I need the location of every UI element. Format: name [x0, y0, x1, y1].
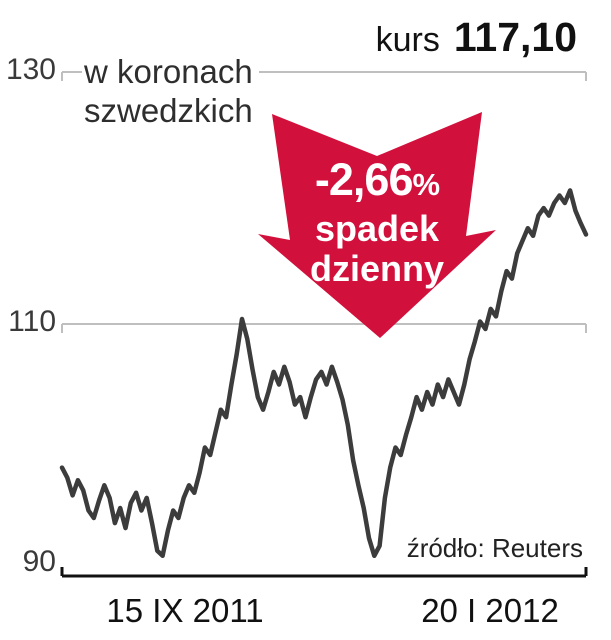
drop-annotation: -2,66% spadek dzienny — [256, 112, 498, 340]
drop-word-2: dzienny — [309, 248, 444, 289]
axis-unit-line2: szwedzkich — [84, 92, 253, 129]
drop-annotation-text: -2,66% spadek dzienny — [256, 112, 498, 340]
percent-sign: % — [412, 167, 441, 202]
axis-unit-label: w koronach szwedzkich — [82, 52, 259, 132]
price-header: kurs 117,10 — [376, 14, 577, 61]
y-axis-label-130: 130 — [5, 53, 56, 86]
drop-percent: -2,66% — [314, 154, 441, 209]
down-arrow-shape — [258, 112, 496, 338]
down-arrow-icon — [258, 112, 496, 338]
price-header-label: kurs — [375, 21, 440, 59]
x-axis-label-end: 20 I 2012 — [421, 592, 559, 629]
price-line — [59, 188, 589, 559]
drop-word-1: spadek — [314, 208, 440, 249]
drop-percent-value: -2,66 — [314, 154, 414, 205]
y-axis-label-110: 110 — [8, 305, 56, 338]
axis-unit-line1: w koronach — [84, 53, 253, 90]
price-header-value: 117,10 — [453, 14, 577, 60]
x-axis-label-start: 15 IX 2011 — [106, 592, 264, 629]
source-credit: źródło: Reuters — [400, 533, 583, 564]
y-axis-label-90: 90 — [22, 545, 56, 578]
